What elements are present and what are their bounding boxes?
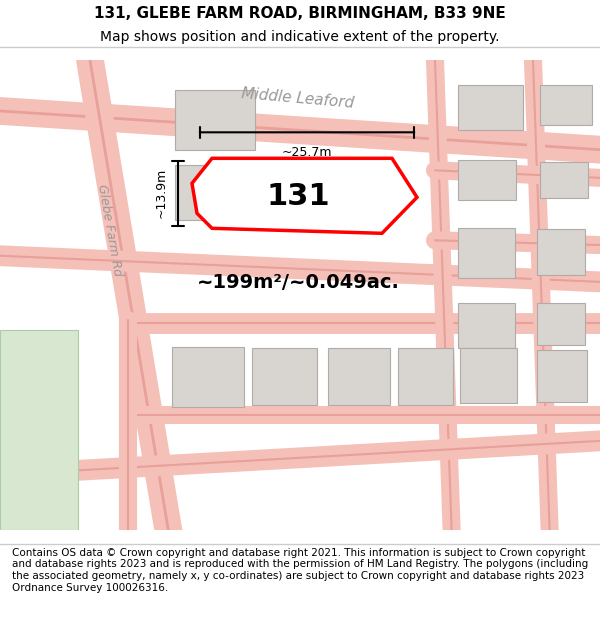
Polygon shape [458, 303, 515, 348]
Polygon shape [175, 90, 255, 150]
Polygon shape [192, 158, 417, 233]
Text: Contains OS data © Crown copyright and database right 2021. This information is : Contains OS data © Crown copyright and d… [12, 548, 588, 592]
Polygon shape [537, 229, 585, 275]
Polygon shape [328, 348, 390, 405]
Polygon shape [458, 85, 523, 130]
Polygon shape [0, 330, 78, 530]
Text: Glebe Farm Rd: Glebe Farm Rd [95, 183, 124, 278]
Text: Middle Leaford: Middle Leaford [241, 86, 355, 111]
Text: ~199m²/~0.049ac.: ~199m²/~0.049ac. [197, 272, 400, 292]
Text: 131: 131 [266, 181, 330, 211]
Polygon shape [540, 85, 592, 125]
Polygon shape [458, 160, 516, 200]
Polygon shape [252, 348, 317, 405]
Text: 131, GLEBE FARM ROAD, BIRMINGHAM, B33 9NE: 131, GLEBE FARM ROAD, BIRMINGHAM, B33 9N… [94, 6, 506, 21]
Polygon shape [398, 348, 453, 405]
Polygon shape [540, 162, 588, 198]
Polygon shape [537, 350, 587, 403]
Text: ~25.7m: ~25.7m [282, 146, 332, 159]
Polygon shape [175, 165, 250, 220]
Polygon shape [537, 303, 585, 345]
Polygon shape [172, 348, 244, 408]
Text: ~13.9m: ~13.9m [155, 168, 168, 218]
Polygon shape [460, 348, 517, 403]
Polygon shape [458, 228, 515, 278]
Text: Map shows position and indicative extent of the property.: Map shows position and indicative extent… [100, 29, 500, 44]
